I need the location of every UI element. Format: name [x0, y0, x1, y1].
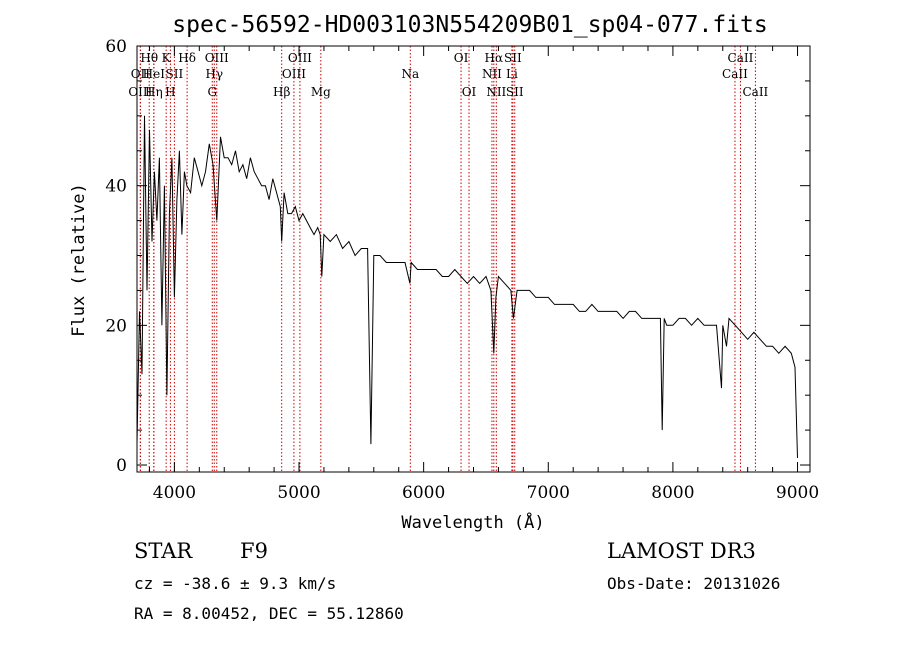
spectral-line-label: Hγ [205, 67, 223, 81]
spectral-line-label: OII [131, 67, 151, 81]
spectral-line-label: Hθ [140, 51, 158, 65]
spectral-line-label: SII [166, 67, 184, 81]
spectral-line-labels: OII OIII Hθ HeI Hη K SII H Hδ OIII Hγ G Hβ OIII OIII Mg… [128, 51, 768, 99]
spectral-line-label: Na [401, 67, 419, 81]
spectral-line-label: OIII [128, 85, 152, 99]
x-tick-label: 5000 [277, 483, 320, 503]
spectral-line-label: OIII [288, 51, 312, 65]
y-axis-label: Flux (relative) [69, 183, 89, 337]
spectral-line-label: NII [482, 67, 502, 81]
spectral-line-label: CaII [728, 51, 754, 65]
spectrum-line [136, 115, 798, 459]
spectral-line-label: OI [454, 51, 469, 65]
spectral-line-label: K [162, 51, 172, 65]
x-tick-label: 4000 [153, 483, 196, 503]
spectral-line-label: Mg [311, 85, 331, 99]
x-tick-label: 9000 [776, 483, 819, 503]
spectral-subclass: F9 [240, 539, 268, 563]
spectral-line-label: Hα [485, 51, 504, 65]
spectral-line-label: H [165, 85, 175, 99]
x-tick-label: 6000 [402, 483, 445, 503]
x-tick-label: 7000 [527, 483, 570, 503]
spectral-line-label: CaII [742, 85, 768, 99]
spectral-line-label: Li [506, 67, 518, 81]
spectral-line-label: OIII [205, 51, 229, 65]
y-tick-label: 20 [105, 316, 127, 336]
spectral-line-label: OI [462, 85, 477, 99]
spectral-line-label: SII [504, 51, 522, 65]
x-axis-label: Wavelength (Å) [401, 511, 544, 533]
x-axis-ticks: 4000 5000 6000 7000 8000 9000 [148, 46, 819, 503]
spectral-line-label: Hβ [273, 85, 290, 99]
coordinates: RA = 8.00452, DEC = 55.12860 [134, 604, 404, 623]
survey-name: LAMOST DR3 [607, 539, 756, 563]
x-tick-label: 8000 [651, 483, 694, 503]
y-tick-label: 40 [105, 177, 127, 197]
spectral-line-label: Hδ [178, 51, 196, 65]
spectral-line-label: CaII [722, 67, 748, 81]
observation-date: Obs-Date: 20131026 [607, 574, 781, 593]
spectral-line-label: NII [486, 85, 506, 99]
spectral-line-label: G [207, 85, 217, 99]
y-tick-label: 60 [105, 37, 127, 57]
chart-title: spec-56592-HD003103N554209B01_sp04-077.f… [172, 12, 767, 38]
spectral-line-label: OIII [282, 67, 306, 81]
object-class: STAR [134, 539, 193, 563]
spectral-line-label: Hη [145, 85, 163, 99]
spectral-line-label: SII [506, 85, 524, 99]
y-axis-ticks: 0 20 40 60 [105, 37, 810, 476]
plot-frame [136, 45, 811, 473]
spectral-line-markers [139, 46, 756, 472]
y-tick-label: 0 [116, 456, 127, 476]
spectral-line-label: HeI [143, 67, 166, 81]
redshift-value: cz = -38.6 ± 9.3 km/s [134, 574, 337, 593]
